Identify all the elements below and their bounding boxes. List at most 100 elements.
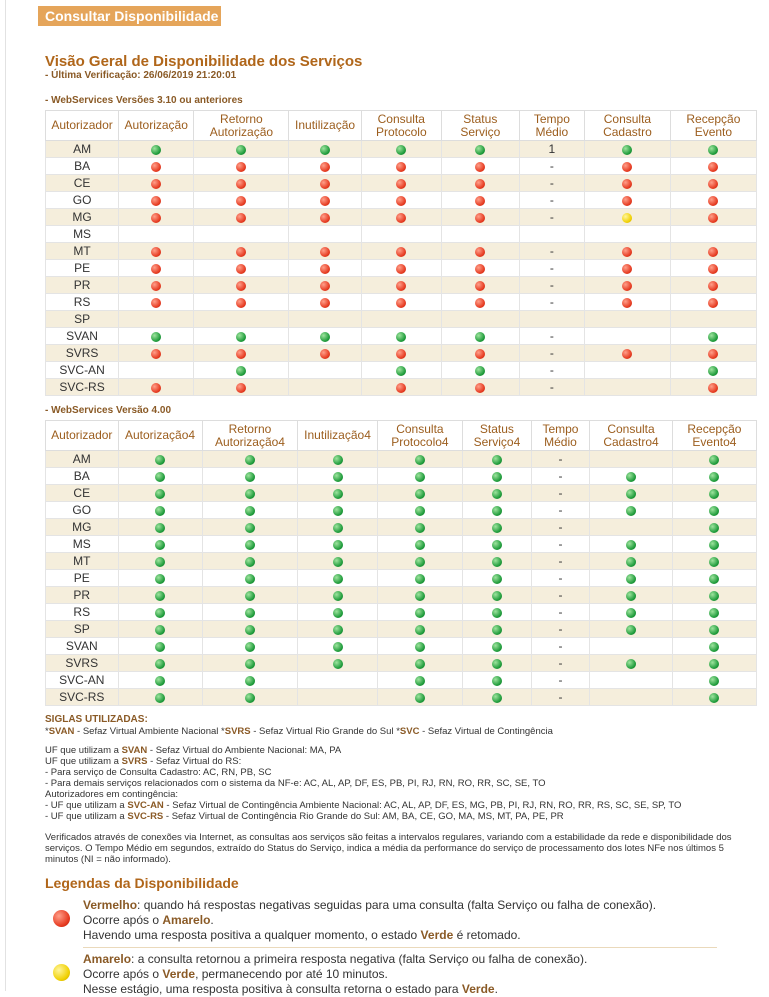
status-cell [589,501,673,519]
table1-body: AM 1 BA - CE - GO - MG - MS MT - PE - PR - RS - SP SVAN - SVRS… [44,140,758,396]
column-header: Recepção Evento4 [671,420,758,451]
column-header-text: Serviço [460,124,501,139]
green-status-icon [320,144,331,155]
status-cell [441,344,520,362]
green-status-icon [491,692,502,703]
status-cell [297,535,378,553]
column-header-text: Status [479,421,514,436]
table-row: MG - [44,208,758,226]
column-header-text: Tempo [533,111,570,126]
red-status-icon [236,297,247,308]
uf-pre: - UF que utilizam a [45,800,128,811]
green-status-icon [155,658,166,669]
status-cell [671,637,758,655]
authorizer-cell: RS [45,603,119,621]
red-status-icon [151,297,162,308]
green-status-icon [414,658,425,669]
table2-header-row: Autorizador Autorização4 Retorno Autorizaçã… [45,420,758,451]
uf-pre: UF que utilizam a [45,756,122,767]
status-cell [376,501,464,519]
status-cell [117,535,203,553]
value-cell: - [530,484,591,502]
green-status-icon [709,454,720,465]
legend-text: , permanecendo por até 10 minutos. [195,967,388,981]
status-cell [117,484,203,502]
authorizer-cell: CE [45,484,119,502]
red-status-icon [320,161,331,172]
table-row: PE - [44,259,758,277]
status-cell [193,276,290,294]
green-status-icon [414,675,425,686]
status-cell [441,378,520,396]
value-cell: - [530,586,591,604]
red-status-icon [708,212,719,223]
legend-text: Nesse estágio, uma resposta positiva à c… [83,982,462,996]
value-cell [584,310,671,328]
green-status-icon [414,590,425,601]
status-cell [117,620,203,638]
green-status-icon [236,365,247,376]
uf-abbr: SVC-AN [127,800,164,811]
column-header-text: Evento4 [692,434,737,449]
authorizer-cell: SVC-RS [44,378,120,396]
table-row: MT - [45,552,758,570]
red-status-icon [708,280,719,291]
status-cell [201,637,299,655]
column-header-text: Status [463,111,498,126]
column-header-text: Consulta [607,421,655,436]
legend-yellow-line2: Ocorre após o Verde, permanecendo por at… [83,967,757,982]
green-status-icon [626,590,637,601]
status-cell [297,484,378,502]
status-cell [584,174,671,192]
status-cell [201,501,299,519]
status-cell [118,259,195,277]
status-cell [201,535,299,553]
green-status-icon [414,539,425,550]
value-cell [118,310,195,328]
uf-abbr: SVRS [121,756,148,767]
green-status-icon [491,454,502,465]
status-cell [462,484,532,502]
status-cell [297,569,378,587]
left-border [5,0,6,991]
red-status-icon [396,161,407,172]
status-cell [669,208,758,226]
green-status-icon [155,641,166,652]
legend-bold: Verde [461,982,495,996]
status-cell [441,140,520,158]
value-cell: - [530,467,591,485]
green-status-icon [244,471,255,482]
red-status-icon [236,280,247,291]
green-status-icon [155,607,166,618]
status-cell [360,361,443,379]
green-status-icon [332,641,343,652]
green-status-icon [244,556,255,567]
value-cell: - [518,361,586,379]
value-cell [288,310,362,328]
status-cell [201,518,299,536]
status-cell [669,344,758,362]
green-status-icon [709,658,720,669]
status-cell [201,484,299,502]
table-row: GO - [45,501,758,519]
authorizer-cell: CE [44,174,120,192]
legend-text: Ocorre após o [83,913,163,927]
value-cell: - [530,671,591,689]
red-status-icon [708,161,719,172]
table-row: SP - [45,620,758,638]
status-cell [462,586,532,604]
status-cell [671,603,758,621]
table-row: SVC-AN - [45,671,758,689]
status-cell [288,191,362,209]
uf-notes: UF que utilizam a SVAN - Sefaz Virtual d… [45,745,757,822]
sigla-star: * [396,726,400,737]
green-status-icon [414,471,425,482]
status-cell [118,157,195,175]
status-cell [297,518,378,536]
green-status-icon [708,331,719,342]
green-status-icon [332,658,343,669]
green-status-icon [155,573,166,584]
green-status-icon [709,590,720,601]
status-cell [584,208,671,226]
legend-red-line3: Havendo uma resposta positiva a qualquer… [83,928,757,943]
